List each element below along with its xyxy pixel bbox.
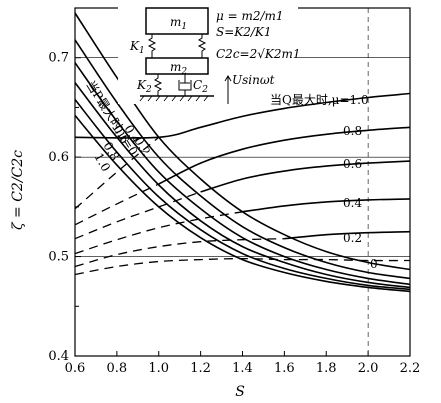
series-p-solid-0-8	[74, 99, 411, 291]
series-q-solid-0-2	[284, 230, 411, 240]
mass-m1-box	[145, 7, 209, 35]
series-q-solid-0-8	[158, 126, 411, 185]
x-tick-label: 1.4	[232, 361, 253, 376]
x-axis-title: S	[235, 384, 245, 400]
q-curve-label: 0.4	[343, 196, 362, 210]
mass-m2-label: m2	[170, 60, 187, 77]
y-tick-label: 0.6	[48, 150, 69, 165]
series-p-solid-1-0	[74, 114, 411, 293]
inset-diagram: m1 K1 m2 K2 C2 Usinωt μ = m2/m1 S=K2/K1 …	[118, 4, 301, 104]
x-tick-label: 1.0	[148, 361, 169, 376]
x-tick-label: 0.8	[107, 361, 128, 376]
series-q-solid-0-6	[200, 160, 411, 193]
spring-k1-left	[147, 34, 157, 58]
y-axis-title: ζ = C2/C2c	[10, 150, 26, 230]
c2c-formula: C2c=2√K2m1	[216, 47, 301, 61]
y-tick-label: 0.7	[48, 51, 69, 66]
q-curve-label: 0.8	[343, 124, 362, 138]
y-tick-label: 0.4	[48, 349, 69, 364]
mass-m2-box	[145, 57, 209, 75]
series-q-dashed-0-6	[74, 191, 201, 240]
y-tick-label: 0.5	[48, 250, 69, 265]
series-q-dashed-1-0	[74, 136, 160, 210]
spring-k1-label: K1	[129, 39, 145, 56]
series-q-solid-0-4	[242, 198, 411, 213]
excitation-arrow	[224, 75, 232, 104]
q-curve-label: 0	[370, 257, 378, 271]
spring-k2-label: K2	[136, 78, 152, 95]
series-p-solid-0-6	[74, 82, 411, 289]
x-tick-label: 1.6	[274, 361, 295, 376]
excitation-label: Usinωt	[232, 73, 275, 87]
spring-k1-right	[197, 34, 207, 58]
series-p-solid-0-2	[74, 39, 411, 280]
series-q-dashed-0-8	[74, 183, 160, 226]
q-curve-title: 当Q最大时,μ=1.0	[270, 93, 369, 107]
x-tick-label: 1.2	[190, 361, 211, 376]
spring-k2	[153, 74, 163, 96]
q-curve-labels: 0.8 0.6 0.4 0.2 0	[343, 124, 378, 271]
series-q-dashed-0-2	[74, 238, 285, 268]
series-q-dashed-0	[74, 257, 411, 276]
series-p-solid-0-4	[74, 62, 411, 286]
p-curve-labels: 0.20.40.60.81.0	[91, 123, 153, 175]
s-formula: S=K2/K1	[216, 25, 272, 39]
mu-formula: μ = m2/m1	[216, 9, 284, 23]
x-tick-label: 2.2	[400, 361, 421, 376]
base-hatch	[139, 95, 209, 102]
x-tick-label: 0.6	[65, 361, 86, 376]
q-curve-label: 0.6	[343, 157, 362, 171]
ticks: 0.6 0.8 1.0 1.2 1.4 1.6 1.8 2.0 2.2 0.4 0.5 0.6 0.7	[48, 51, 420, 376]
x-tick-label: 2.0	[358, 361, 379, 376]
damper-c2	[178, 74, 192, 96]
x-tick-label: 1.8	[316, 361, 337, 376]
mass-m1-label: m1	[170, 15, 187, 32]
q-curve-label: 0.2	[343, 231, 362, 245]
damper-c2-label: C2	[193, 78, 208, 95]
